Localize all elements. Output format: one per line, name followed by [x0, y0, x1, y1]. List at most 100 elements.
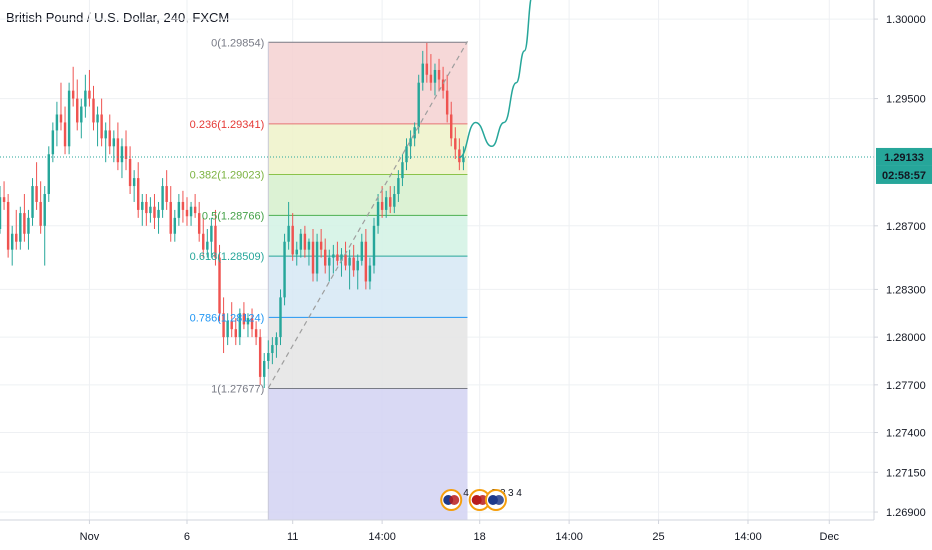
fib-zone-0.236: [268, 123, 468, 175]
candle-down: [303, 233, 307, 250]
candle-up: [246, 318, 250, 325]
candle-down: [258, 337, 262, 377]
candle-up: [120, 146, 124, 163]
fib-label: 0.382(1.29023): [190, 169, 265, 181]
fib-label: 0(1.29854): [211, 37, 264, 49]
x-tick-label: 25: [652, 531, 664, 543]
candle-down: [344, 254, 347, 266]
candle-up: [283, 241, 286, 298]
candle-down: [63, 122, 67, 147]
candle-up: [360, 241, 364, 261]
candle-down: [458, 149, 461, 163]
candle-down: [23, 213, 26, 234]
candle-down: [364, 241, 368, 282]
candle-up: [299, 233, 303, 250]
candle-up: [10, 233, 14, 250]
candle-down: [202, 233, 205, 250]
candle-up: [161, 186, 164, 210]
candle-up: [210, 225, 213, 242]
candle-down: [454, 138, 457, 150]
candle-down: [230, 321, 233, 330]
candle-up: [271, 345, 274, 354]
candle-down: [124, 146, 128, 160]
countdown-label: 02:58:57: [882, 170, 926, 182]
candle-up: [157, 209, 160, 218]
candle-up: [368, 265, 372, 282]
y-tick-label: 1.28000: [886, 332, 926, 344]
candle-up: [177, 201, 181, 218]
candle-up: [340, 254, 343, 261]
candle-up: [287, 225, 290, 242]
price-axis-background: [874, 0, 932, 550]
candle-up: [132, 178, 136, 187]
candle-up: [84, 90, 87, 107]
fib-label: 0.5(1.28766): [202, 210, 264, 222]
candle-down: [128, 159, 132, 187]
fib-zone-0.382: [268, 174, 468, 216]
candle-up: [417, 82, 420, 128]
candle-down: [153, 206, 156, 218]
x-tick-label: 14:00: [368, 531, 396, 543]
candle-down: [145, 201, 148, 214]
y-tick-label: 1.27700: [886, 380, 926, 392]
candle-up: [67, 90, 71, 147]
projection-curve[interactable]: [459, 0, 532, 159]
candle-down: [380, 201, 384, 210]
candle-down: [352, 257, 355, 271]
candle-up: [149, 206, 152, 214]
candle-down: [136, 178, 140, 210]
candle-up: [397, 178, 400, 195]
candle-down: [429, 74, 433, 83]
candle-down: [181, 201, 185, 210]
fib-label: 0.786(1.28124): [190, 312, 265, 324]
candle-up: [356, 260, 359, 271]
candle-up: [393, 194, 396, 207]
candle-up: [0, 197, 2, 229]
candle-down: [336, 254, 339, 261]
candle-down: [389, 197, 392, 207]
candle-down: [445, 90, 449, 115]
candle-down: [218, 257, 221, 314]
event-count: 4: [463, 488, 469, 499]
candle-down: [311, 241, 315, 274]
candle-down: [214, 225, 217, 258]
candle-down: [169, 201, 172, 234]
candle-down: [450, 114, 453, 139]
trend-line[interactable]: [267, 41, 469, 389]
candle-up: [401, 162, 404, 179]
x-tick-label: 18: [474, 531, 486, 543]
candle-down: [35, 186, 38, 202]
candle-up: [19, 213, 22, 242]
y-tick-label: 1.26900: [886, 507, 926, 519]
candle-up: [376, 201, 380, 226]
candle-down: [76, 98, 79, 123]
candle-down: [254, 329, 258, 338]
y-tick-label: 1.27150: [886, 467, 926, 479]
candle-up: [104, 130, 107, 139]
candle-up: [421, 63, 424, 83]
candle-down: [39, 201, 42, 226]
x-tick-label: 14:00: [734, 531, 762, 543]
fib-zone-0.786: [268, 317, 468, 389]
candle-up: [279, 297, 282, 338]
candle-up: [27, 217, 30, 234]
current-price-label: 1.29133: [884, 152, 924, 164]
candle-up: [43, 194, 46, 226]
candle-down: [2, 197, 6, 202]
candle-down: [100, 114, 103, 139]
x-tick-label: Dec: [820, 531, 840, 543]
y-tick-label: 1.28700: [886, 221, 926, 233]
candle-up: [267, 353, 270, 361]
candle-up: [226, 321, 229, 338]
fib-zone-1: [268, 388, 468, 520]
x-tick-label: 6: [184, 531, 190, 543]
candle-down: [193, 206, 197, 214]
candle-down: [165, 186, 168, 202]
x-tick-label: Nov: [80, 531, 100, 543]
y-tick-label: 1.27400: [886, 428, 926, 440]
candle-down: [425, 63, 429, 75]
candle-down: [185, 209, 189, 217]
candle-up: [141, 201, 144, 210]
candle-down: [291, 225, 294, 255]
